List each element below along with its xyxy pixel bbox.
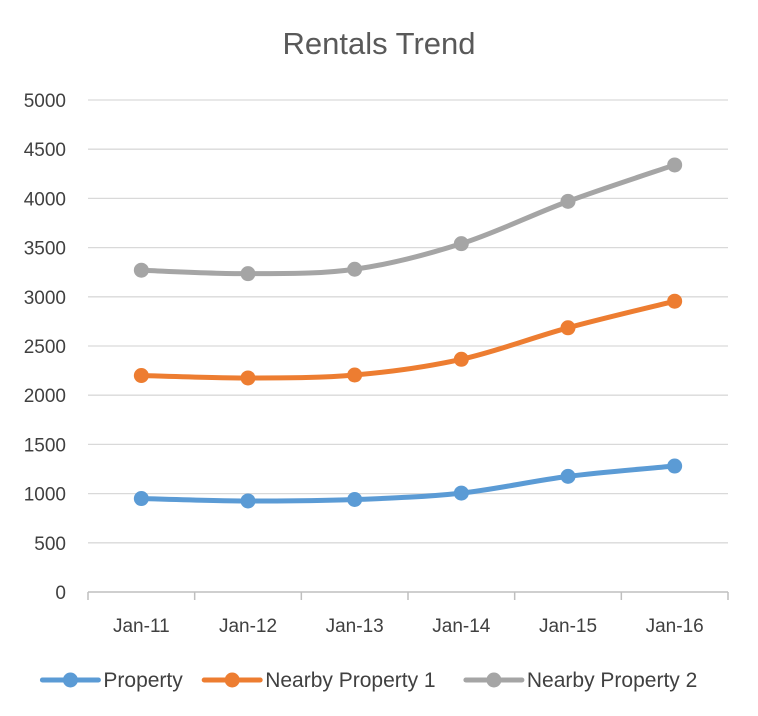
series-line xyxy=(138,463,678,504)
y-tick-label: 4000 xyxy=(24,189,66,210)
y-tick-label: 1500 xyxy=(24,435,66,456)
y-tick-label: 1000 xyxy=(24,485,66,506)
y-tick-label: 0 xyxy=(55,583,66,604)
data-point xyxy=(667,157,683,173)
x-tick-label: Jan-11 xyxy=(113,616,170,637)
data-point xyxy=(453,351,469,367)
y-tick-label: 4500 xyxy=(24,140,66,161)
data-point xyxy=(560,468,576,484)
legend-label: Nearby Property 1 xyxy=(265,669,435,692)
legend: Property Nearby Property 1 Nearby Property… xyxy=(39,669,697,692)
x-tick-label: Jan-16 xyxy=(646,616,704,637)
gridlines xyxy=(88,99,728,544)
data-point xyxy=(347,367,363,383)
legend-swatch-marker xyxy=(224,672,240,688)
legend-item: Nearby Property 2 xyxy=(463,669,697,692)
legend-swatch-marker xyxy=(486,672,502,688)
y-tick-label: 2000 xyxy=(24,386,66,407)
y-tick-label: 500 xyxy=(34,534,66,555)
data-point xyxy=(133,491,149,507)
data-point xyxy=(347,492,363,508)
series-lines xyxy=(133,157,683,509)
y-axis-ticks: 0 500 1000 1500 2000 2500 3000 3500 4000 4500 5000 xyxy=(24,91,66,604)
data-point xyxy=(560,193,576,209)
data-point xyxy=(667,293,683,309)
series-3 xyxy=(133,157,683,282)
series-1 xyxy=(133,458,683,509)
legend-swatch-marker xyxy=(62,672,78,688)
data-point xyxy=(667,458,683,474)
x-axis-ticks: Jan-11 Jan-12 Jan-13 Jan-14 Jan-15 Jan-16 xyxy=(113,616,704,637)
x-tick-label: Jan-13 xyxy=(326,616,384,637)
x-axis xyxy=(87,591,729,600)
x-tick-label: Jan-14 xyxy=(432,616,491,637)
series-line xyxy=(138,162,678,277)
y-tick-label: 5000 xyxy=(24,91,66,112)
y-tick-label: 2500 xyxy=(24,337,66,358)
chart-title: Rentals Trend xyxy=(283,26,476,61)
data-point xyxy=(453,236,469,252)
y-tick-label: 3500 xyxy=(24,239,66,260)
legend-item: Nearby Property 1 xyxy=(201,669,436,692)
data-point xyxy=(133,262,149,278)
x-tick-label: Jan-15 xyxy=(539,616,597,637)
data-point xyxy=(560,320,576,336)
series-line xyxy=(138,298,678,381)
data-point xyxy=(453,485,469,501)
data-point xyxy=(240,493,256,509)
data-point xyxy=(240,370,256,386)
legend-label: Property xyxy=(103,669,183,692)
series-2 xyxy=(133,293,683,386)
data-point xyxy=(240,266,256,282)
legend-label: Nearby Property 2 xyxy=(527,669,697,692)
data-point xyxy=(347,261,363,277)
y-tick-label: 3000 xyxy=(24,288,66,309)
legend-item: Property xyxy=(39,669,183,692)
data-point xyxy=(133,368,149,384)
x-tick-label: Jan-12 xyxy=(219,616,277,637)
